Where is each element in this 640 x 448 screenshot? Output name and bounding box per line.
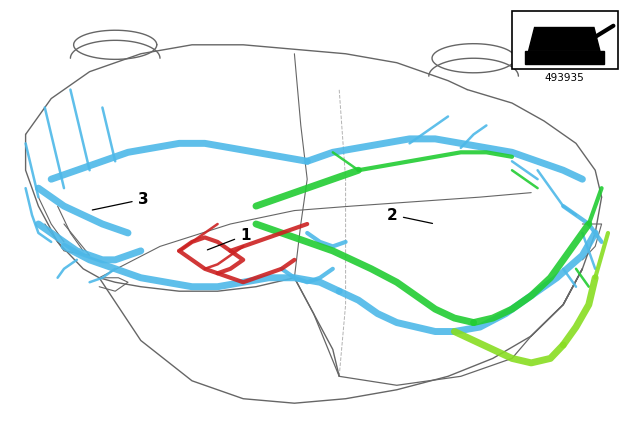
Text: 493935: 493935 xyxy=(545,73,585,83)
Polygon shape xyxy=(529,27,600,51)
Text: 2: 2 xyxy=(387,207,433,224)
Polygon shape xyxy=(525,51,604,64)
Bar xyxy=(512,11,618,69)
Text: 3: 3 xyxy=(92,192,148,210)
Text: 1: 1 xyxy=(207,228,250,250)
